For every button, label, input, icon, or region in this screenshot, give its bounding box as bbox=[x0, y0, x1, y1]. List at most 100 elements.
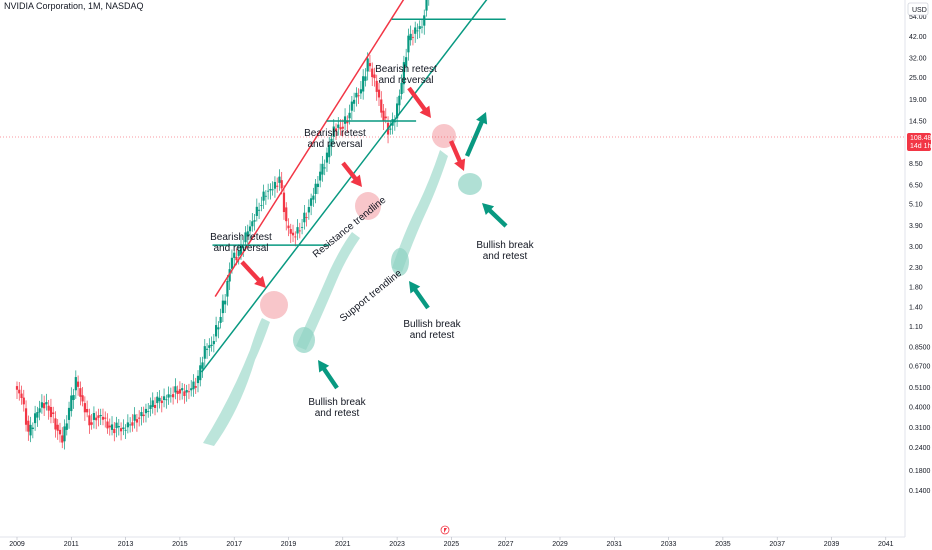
candle-body bbox=[253, 220, 256, 222]
candle-body bbox=[65, 423, 68, 430]
candle-body bbox=[400, 82, 403, 95]
currency-button[interactable] bbox=[907, 2, 929, 16]
bullish-retest-highlight bbox=[391, 248, 409, 276]
price-tag-countdown: 14d 1h bbox=[910, 143, 932, 150]
candle-body bbox=[142, 414, 145, 417]
candle-body bbox=[219, 316, 222, 323]
y-tick-label: 54.00 bbox=[909, 14, 927, 21]
candle-body bbox=[237, 250, 240, 256]
y-tick-label: 6.50 bbox=[909, 182, 923, 189]
support-trendline bbox=[201, 0, 488, 373]
candle-body bbox=[61, 435, 64, 443]
y-tick-label: 3.90 bbox=[909, 223, 923, 230]
candle-body bbox=[267, 190, 270, 192]
candle-body bbox=[334, 128, 338, 131]
candle-body bbox=[108, 425, 111, 428]
candle-body bbox=[117, 426, 120, 428]
candle-body bbox=[405, 57, 408, 67]
candle-body bbox=[271, 189, 274, 191]
candle-body bbox=[29, 424, 32, 436]
candle-body bbox=[131, 422, 134, 426]
candle-body bbox=[310, 198, 313, 206]
candle-body bbox=[416, 30, 419, 32]
annotation-arrow bbox=[448, 140, 466, 171]
candle-body bbox=[384, 116, 387, 119]
candle-body bbox=[287, 225, 290, 229]
candle-body bbox=[423, 15, 426, 26]
candle-body bbox=[47, 405, 50, 411]
x-tick-label: 2009 bbox=[9, 541, 25, 548]
candle-body bbox=[40, 402, 43, 408]
candle-body bbox=[402, 62, 405, 85]
candle-body bbox=[101, 416, 105, 420]
candle-body bbox=[257, 209, 261, 211]
candle-body bbox=[359, 89, 362, 94]
tradingview-logo-icon[interactable] bbox=[440, 525, 450, 535]
candle-body bbox=[76, 381, 80, 387]
candle-body bbox=[140, 412, 143, 417]
candle-body bbox=[27, 420, 30, 432]
candle-body bbox=[24, 408, 28, 425]
candle-body bbox=[305, 217, 308, 219]
candle-body bbox=[162, 396, 166, 400]
y-tick-label: 19.00 bbox=[909, 97, 927, 104]
candle-body bbox=[194, 386, 197, 388]
candle-body bbox=[36, 412, 39, 418]
candle-body bbox=[348, 112, 351, 119]
y-tick-label: 2.30 bbox=[909, 265, 923, 272]
candle-body bbox=[323, 167, 326, 169]
candle-body bbox=[242, 246, 245, 249]
price-axis[interactable]: 760.00580.00440.00340.00260.00200.00150.… bbox=[909, 0, 931, 495]
candle-body bbox=[83, 403, 86, 413]
candle-body bbox=[262, 191, 265, 201]
annotation-arrow bbox=[407, 86, 431, 118]
candle-body bbox=[398, 95, 401, 106]
candle-body bbox=[167, 394, 170, 398]
resistance-trendline bbox=[214, 0, 405, 297]
candle-body bbox=[110, 424, 114, 430]
candle-body bbox=[52, 412, 55, 414]
time-axis[interactable]: 2009 2011 2013 2015 2017 2019 2021 2023 2025 2027… bbox=[9, 537, 894, 548]
annotation-text: Bullish break bbox=[308, 397, 366, 408]
candle-body bbox=[235, 256, 238, 261]
candle-body bbox=[341, 126, 344, 129]
candle-body bbox=[357, 95, 360, 97]
annotation-arrow bbox=[318, 360, 339, 390]
annotation-text: and reversal bbox=[307, 139, 362, 150]
candle-body bbox=[210, 344, 213, 347]
candle-body bbox=[181, 388, 184, 391]
candle-body bbox=[138, 417, 141, 419]
candle-body bbox=[135, 419, 139, 423]
candle-body bbox=[375, 80, 378, 92]
y-tick-label: 32.00 bbox=[909, 55, 927, 62]
price-tag-value: 108.48 bbox=[910, 135, 932, 142]
candle-body bbox=[192, 381, 195, 390]
candle-body bbox=[278, 176, 281, 183]
x-tick-label: 2031 bbox=[607, 541, 623, 548]
bullish-retest-highlight bbox=[458, 173, 482, 195]
candle-body bbox=[158, 397, 161, 402]
candle-body bbox=[144, 408, 148, 414]
candle-body bbox=[300, 226, 304, 228]
annotation-text: Bearish retest bbox=[210, 232, 272, 243]
y-tick-label: 0.2400 bbox=[909, 445, 931, 452]
candle-body bbox=[104, 417, 107, 419]
candle-body bbox=[221, 300, 224, 314]
currency-label: USD bbox=[912, 7, 927, 14]
candle-body bbox=[289, 229, 292, 234]
candle-body bbox=[294, 236, 297, 238]
candle-body bbox=[226, 280, 229, 297]
candle-body bbox=[332, 126, 335, 137]
candle-body bbox=[353, 99, 356, 104]
candle-body bbox=[43, 403, 46, 409]
candle-body bbox=[178, 389, 181, 394]
candle-body bbox=[147, 411, 150, 412]
y-tick-label: 42.00 bbox=[909, 34, 927, 41]
annotation-arrow bbox=[341, 161, 362, 187]
candle-body bbox=[201, 362, 204, 369]
candle-body bbox=[92, 413, 96, 420]
candle-body bbox=[411, 36, 415, 38]
x-tick-label: 2029 bbox=[552, 541, 568, 548]
candle-body bbox=[350, 101, 353, 111]
